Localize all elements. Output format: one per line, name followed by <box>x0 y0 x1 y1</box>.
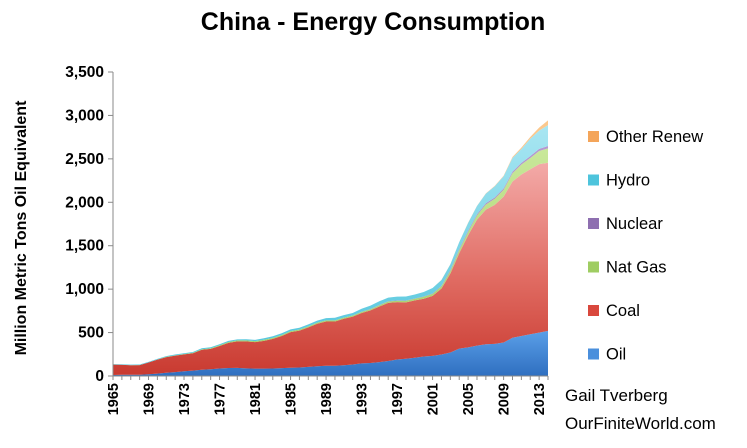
x-tick-label: 1973 <box>177 383 193 415</box>
area-oil <box>113 330 548 376</box>
legend-swatch-other-renew <box>588 131 599 142</box>
y-tick-label: 3,000 <box>65 107 104 124</box>
area-hydro <box>113 125 548 366</box>
y-tick-label: 0 <box>95 368 104 385</box>
x-tick-label: 1985 <box>284 383 300 415</box>
legend-swatch-nuclear <box>588 218 599 229</box>
x-tick-label: 2001 <box>426 383 442 415</box>
legend-label-other-renew: Other Renew <box>606 128 703 146</box>
y-tick-label: 1,000 <box>65 281 104 298</box>
y-tick-labels: 0 500 1,000 1,500 2,000 2,500 3,000 3,500 <box>65 64 104 385</box>
x-tick-label: 1965 <box>106 383 122 415</box>
legend-swatch-nat-gas <box>588 261 599 273</box>
legend-swatch-coal <box>588 305 599 316</box>
axes-group <box>108 71 549 380</box>
area-coal <box>113 162 548 376</box>
y-tick-label: 2,000 <box>65 194 104 211</box>
legend-label-coal: Coal <box>606 302 640 320</box>
x-tick-label: 2005 <box>461 383 477 415</box>
x-tick-label: 1969 <box>142 383 158 415</box>
credit-website: OurFiniteWorld.com <box>565 414 716 433</box>
area-series-group <box>113 120 548 376</box>
y-tick-label: 3,500 <box>65 64 104 81</box>
x-tick-label: 1997 <box>390 383 406 415</box>
legend-swatch-hydro <box>588 174 599 186</box>
y-tick-label: 2,500 <box>65 151 104 168</box>
legend-label-nat-gas: Nat Gas <box>606 259 667 277</box>
x-tick-label: 1977 <box>213 383 229 415</box>
x-tick-label: 1981 <box>248 383 264 415</box>
credit-author: Gail Tverberg <box>565 386 668 405</box>
x-tick-label: 1993 <box>355 383 371 415</box>
y-axis-label: Million Metric Tons Oil Equivalent <box>13 100 30 356</box>
x-tick-label: 2013 <box>532 383 548 415</box>
y-tick-label: 500 <box>78 325 104 342</box>
y-tick-label: 1,500 <box>65 238 104 255</box>
legend-label-nuclear: Nuclear <box>606 215 663 233</box>
legend-label-hydro: Hydro <box>606 172 650 190</box>
chart-title: China - Energy Consumption <box>201 8 545 36</box>
x-tick-labels: 1965 1969 1973 1977 1981 1985 1989 1993 1997 2001… <box>106 383 548 415</box>
legend: Other Renew Hydro Nuclear Nat Gas Coal Oil <box>588 128 703 364</box>
x-tick-label: 1989 <box>319 383 335 415</box>
legend-swatch-oil <box>588 348 599 360</box>
x-tick-label: 2009 <box>497 383 513 415</box>
legend-label-oil: Oil <box>606 346 626 364</box>
